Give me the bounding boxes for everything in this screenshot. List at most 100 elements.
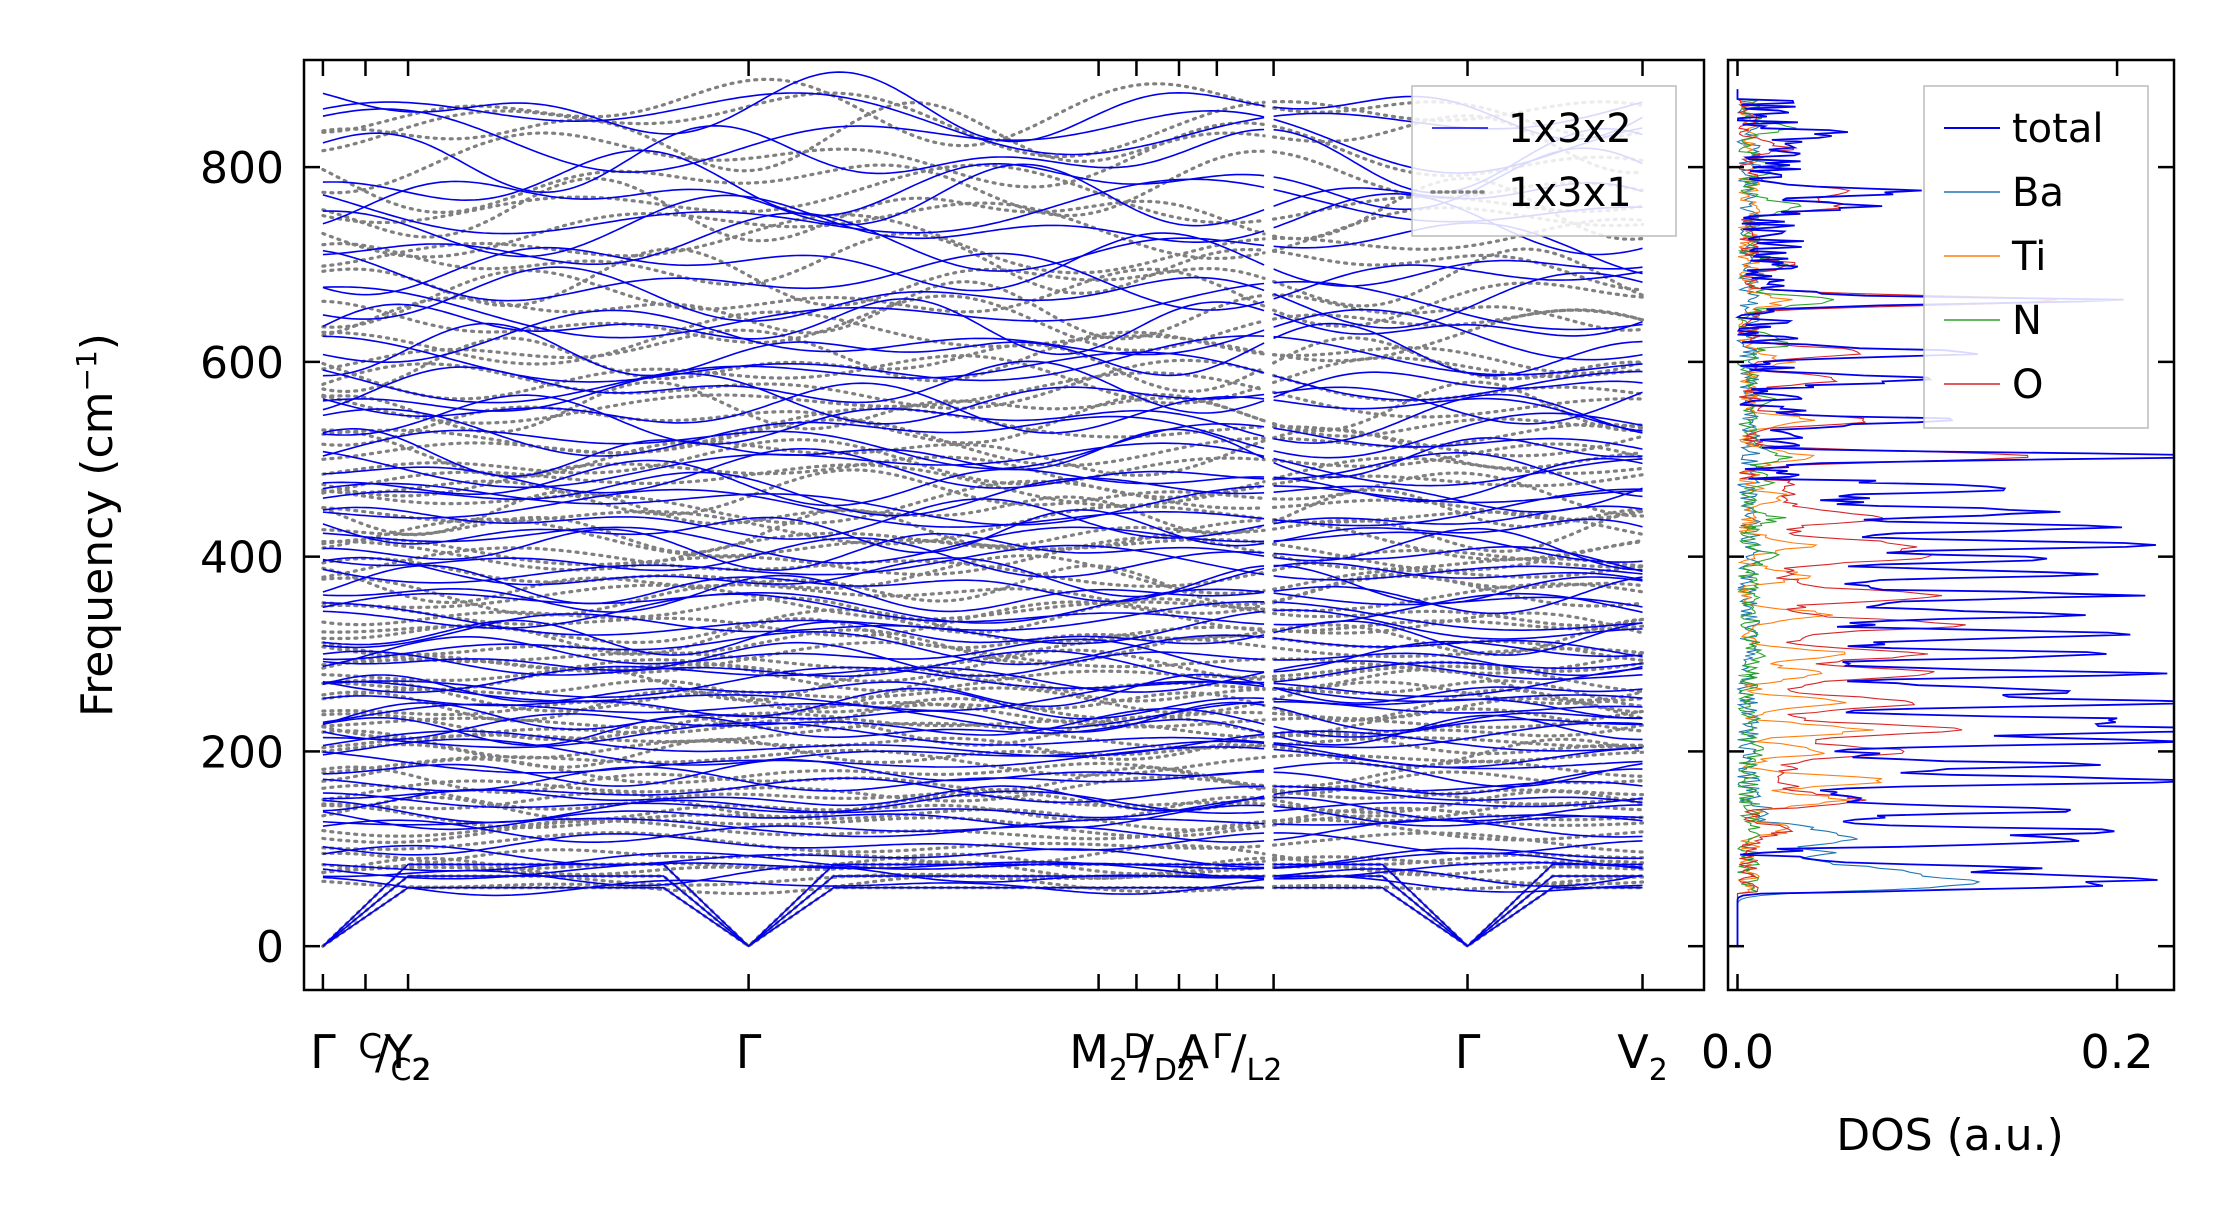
band-line-solid	[322, 422, 1643, 470]
band-line-dotted	[321, 247, 1645, 308]
dos-legend-label-total: total	[2012, 106, 2103, 152]
band-line-solid	[322, 666, 1643, 699]
band-line-dotted	[321, 795, 1645, 823]
band-line-solid	[322, 556, 1643, 598]
dos-legend: total Ba Ti NO	[1923, 85, 2149, 429]
band-line-dotted	[321, 517, 1645, 562]
band-plot-frame	[302, 58, 1706, 992]
dos-curves	[1734, 89, 2174, 947]
band-line-dotted	[321, 554, 1645, 595]
x-path-label: A	[1177, 1025, 1209, 1079]
band-legend-box	[1411, 85, 1677, 237]
band-line-solid	[322, 544, 1643, 584]
band-line-solid	[322, 232, 1643, 296]
y-tick-label: 400	[200, 533, 284, 584]
dos-plot-frame	[1726, 58, 2176, 992]
band-line-dotted	[321, 455, 1645, 499]
band-line-dotted	[321, 535, 1645, 576]
x-path-label-sub: 2	[1649, 1053, 1668, 1088]
y-axis-label-superscript: −1	[70, 350, 103, 391]
dos-curve-n	[1736, 89, 1835, 947]
dos-legend-label-ti: Ti	[2011, 234, 2046, 280]
band-line-dotted	[321, 636, 1645, 671]
y-tick-label: 200	[200, 727, 284, 778]
band-line-dotted	[321, 406, 1645, 458]
dos-panel: 0.0 0.2 DOS (a.u.) total Ba Ti NO	[1701, 58, 2176, 1161]
band-legend: 1x3x2 1x3x1	[1411, 85, 1677, 237]
dos-legend-label-ba: Ba	[2012, 170, 2064, 216]
band-line-solid	[322, 649, 1643, 684]
y-tick-label: 0	[256, 922, 284, 973]
band-line-dotted	[321, 468, 1645, 518]
legend-label-1x3x2: 1x3x2	[1508, 106, 1632, 152]
band-line-dotted	[321, 783, 1645, 812]
y-tick-label: 600	[200, 338, 284, 389]
band-line-dotted	[321, 874, 1645, 896]
band-line-solid	[322, 609, 1643, 649]
band-line-dotted	[321, 886, 1645, 949]
band-line-solid	[322, 844, 1643, 869]
band-line-dotted	[321, 789, 1645, 819]
x-path-label: Γ	[310, 1025, 336, 1079]
x-path-label: /L2	[1231, 1025, 1282, 1088]
band-line-solid	[322, 564, 1643, 605]
dos-axis-ticks: 0.0 0.2	[1701, 60, 2174, 1079]
band-line-dotted	[321, 328, 1645, 383]
x-path-label: Y2	[383, 1025, 431, 1088]
dos-curve-ti	[1736, 89, 1883, 947]
dos-legend-label-o: O	[2012, 362, 2043, 408]
band-line-solid	[322, 852, 1643, 872]
band-line-solid	[322, 457, 1643, 507]
band-line-dotted	[321, 574, 1645, 617]
band-line-solid	[322, 804, 1643, 831]
band-line-dotted	[321, 673, 1645, 709]
x-path-label-sub: D2	[1154, 1053, 1196, 1088]
band-line-solid	[322, 408, 1643, 459]
band-line-dotted	[321, 508, 1645, 555]
band-line-dotted	[321, 176, 1645, 243]
band-line-solid	[322, 574, 1643, 615]
band-line-dotted	[321, 232, 1645, 295]
band-line-solid	[322, 536, 1643, 578]
band-line-solid	[322, 722, 1643, 749]
x-path-label-sub: 2	[1109, 1053, 1128, 1088]
band-line-solid	[322, 861, 1643, 880]
dos-legend-label-n: N	[2012, 298, 2042, 344]
x-path-label: M2	[1069, 1025, 1128, 1088]
band-line-dotted	[321, 640, 1645, 675]
band-line-solid	[322, 875, 1643, 897]
band-line-solid	[322, 707, 1643, 741]
y-tick-label: 800	[200, 143, 284, 194]
band-line-solid	[322, 382, 1643, 434]
band-line-solid	[322, 249, 1643, 311]
dos-legend-box	[1923, 85, 2149, 429]
band-line-solid	[322, 351, 1643, 404]
y-axis-label: Frequency (cm−1)	[70, 333, 124, 717]
band-line-solid	[322, 886, 1643, 948]
band-line-solid	[322, 266, 1643, 329]
band-line-dotted	[321, 715, 1645, 747]
band-line-solid	[322, 701, 1643, 733]
band-line-solid	[322, 360, 1643, 414]
band-line-solid	[322, 308, 1643, 363]
band-line-dotted	[321, 582, 1645, 621]
x-path-label-sub: C2	[390, 1053, 430, 1088]
band-line-solid	[322, 482, 1643, 526]
band-line-solid	[322, 527, 1643, 571]
band-line-dotted	[321, 817, 1645, 844]
band-line-dotted	[321, 267, 1645, 329]
dos-x-tick-label: 0.0	[1701, 1025, 1774, 1079]
band-line-solid	[322, 641, 1643, 677]
band-line-solid	[322, 714, 1643, 747]
band-line-dotted	[321, 814, 1645, 838]
x-path-label: V2	[1617, 1025, 1668, 1088]
x-path-label: Γ	[1212, 1027, 1231, 1067]
dos-x-axis-label: DOS (a.u.)	[1836, 1110, 2064, 1161]
dos-curve-o	[1736, 89, 2058, 947]
band-line-dotted	[321, 679, 1645, 715]
y-axis-label-close: )	[72, 333, 123, 350]
band-line-solid	[322, 372, 1643, 425]
